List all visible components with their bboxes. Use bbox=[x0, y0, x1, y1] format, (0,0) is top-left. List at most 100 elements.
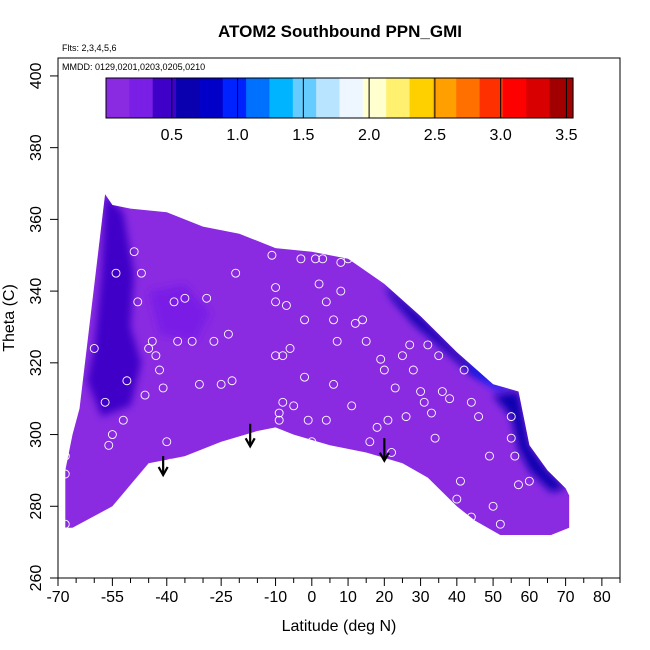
colorbar-cell bbox=[298, 78, 306, 118]
observation-point bbox=[169, 297, 179, 307]
x-tick-label: 70 bbox=[557, 589, 575, 606]
observation-point bbox=[165, 458, 175, 468]
observation-point bbox=[144, 344, 154, 353]
observation-point bbox=[332, 336, 342, 346]
colorbar-cell bbox=[246, 78, 253, 118]
colorbar-cell bbox=[123, 78, 130, 118]
colorbar-cell bbox=[467, 78, 475, 118]
observation-point bbox=[151, 351, 161, 361]
colorbar-cell bbox=[357, 78, 364, 118]
observation-point bbox=[158, 383, 168, 393]
observation-point bbox=[267, 250, 277, 260]
observation-point bbox=[434, 351, 444, 361]
x-tick-label: 20 bbox=[375, 589, 393, 606]
colorbar-cell bbox=[181, 78, 189, 118]
observation-point bbox=[314, 279, 324, 289]
y-tick-label: 360 bbox=[28, 206, 45, 233]
observation-point bbox=[329, 315, 339, 325]
observation-point bbox=[361, 336, 371, 346]
colorbar-cell bbox=[380, 78, 387, 118]
observation-point bbox=[321, 297, 331, 307]
colorbar-cell bbox=[269, 78, 276, 118]
observation-point bbox=[274, 415, 284, 425]
observation-point bbox=[506, 412, 516, 422]
observation-point bbox=[216, 379, 226, 389]
region-northern-descending-band bbox=[493, 391, 566, 492]
colorbar-cell bbox=[462, 78, 469, 118]
colorbar-cell bbox=[141, 78, 148, 118]
observation-point bbox=[194, 379, 204, 389]
observation-point bbox=[485, 451, 494, 461]
colorbar-cell bbox=[438, 78, 446, 118]
observation-point bbox=[180, 293, 190, 303]
x-tick-label: -55 bbox=[101, 589, 124, 606]
observation-point bbox=[274, 408, 284, 418]
observation-point bbox=[147, 336, 157, 346]
colorbar-cell bbox=[106, 78, 113, 118]
x-tick-label: -70 bbox=[46, 589, 69, 606]
observation-point bbox=[365, 437, 375, 447]
colorbar: 0.5 1.0 1.5 2.0 2.5 3.0 3.5 bbox=[105, 77, 578, 144]
x-axis: -70 -55 -40 -25 -10 0 10 20 30 40 50 60 70 80 bbox=[46, 578, 621, 606]
colorbar-cell bbox=[397, 78, 405, 118]
colorbar-tick-label: 0.5 bbox=[161, 127, 183, 144]
observation-point bbox=[60, 469, 70, 479]
observation-point bbox=[60, 519, 70, 529]
colorbar-cell bbox=[211, 78, 218, 118]
profile-arrow bbox=[157, 456, 169, 478]
observation-point bbox=[107, 430, 117, 440]
observation-point bbox=[379, 365, 389, 375]
colorbar-cell bbox=[205, 78, 212, 118]
observation-point bbox=[300, 372, 310, 382]
observation-point bbox=[271, 351, 280, 361]
observation-point bbox=[227, 376, 237, 386]
colorbar-cell bbox=[456, 78, 463, 118]
observation-point bbox=[427, 408, 436, 418]
observation-point bbox=[456, 476, 465, 486]
colorbar-cell bbox=[432, 78, 440, 118]
colorbar-tick-label: 2.5 bbox=[424, 127, 446, 144]
y-tick-label: 260 bbox=[28, 565, 45, 592]
colorbar-cell bbox=[327, 78, 335, 118]
observation-point bbox=[336, 257, 346, 267]
colorbar-cell bbox=[158, 78, 165, 118]
observation-point bbox=[310, 254, 320, 264]
observation-point bbox=[296, 254, 306, 264]
observation-point bbox=[358, 315, 368, 325]
observation-point bbox=[173, 336, 183, 346]
observation-point bbox=[347, 401, 357, 411]
observation-point bbox=[136, 268, 146, 278]
colorbar-cell bbox=[485, 78, 492, 118]
observation-point bbox=[405, 340, 415, 350]
colorbar-cell bbox=[514, 78, 522, 118]
colorbar-cell bbox=[386, 78, 393, 118]
dates-label: MMDD: 0129,0201,0203,0205,0210 bbox=[62, 62, 205, 72]
observation-point bbox=[510, 451, 520, 461]
colorbar-cell bbox=[321, 78, 329, 118]
observation-point bbox=[129, 247, 139, 257]
colorbar-cell bbox=[240, 78, 247, 118]
x-tick-label: -40 bbox=[155, 589, 178, 606]
observation-point bbox=[459, 365, 469, 375]
observation-point bbox=[488, 501, 498, 511]
x-tick-label: -25 bbox=[210, 589, 233, 606]
observation-point bbox=[408, 365, 418, 375]
observation-point bbox=[495, 519, 505, 529]
colorbar-tick-label: 1.0 bbox=[226, 127, 248, 144]
observation-point bbox=[398, 351, 407, 361]
observation-point bbox=[122, 376, 132, 386]
colorbar-cell bbox=[473, 78, 481, 118]
colorbar-cell bbox=[117, 78, 125, 118]
colorbar-tick-label: 3.5 bbox=[555, 127, 577, 144]
y-axis: 260 280 300 320 340 360 380 400 bbox=[28, 62, 58, 591]
colorbar-cell bbox=[374, 78, 381, 118]
observation-point bbox=[202, 293, 212, 303]
colorbar-cell bbox=[170, 78, 177, 118]
observation-point bbox=[281, 300, 291, 310]
colorbar-cell bbox=[310, 78, 317, 118]
observation-point bbox=[387, 448, 397, 457]
colorbar-cell bbox=[549, 78, 557, 118]
y-tick-label: 340 bbox=[28, 278, 45, 305]
colorbar-cell bbox=[316, 78, 323, 118]
observation-point bbox=[209, 336, 219, 346]
